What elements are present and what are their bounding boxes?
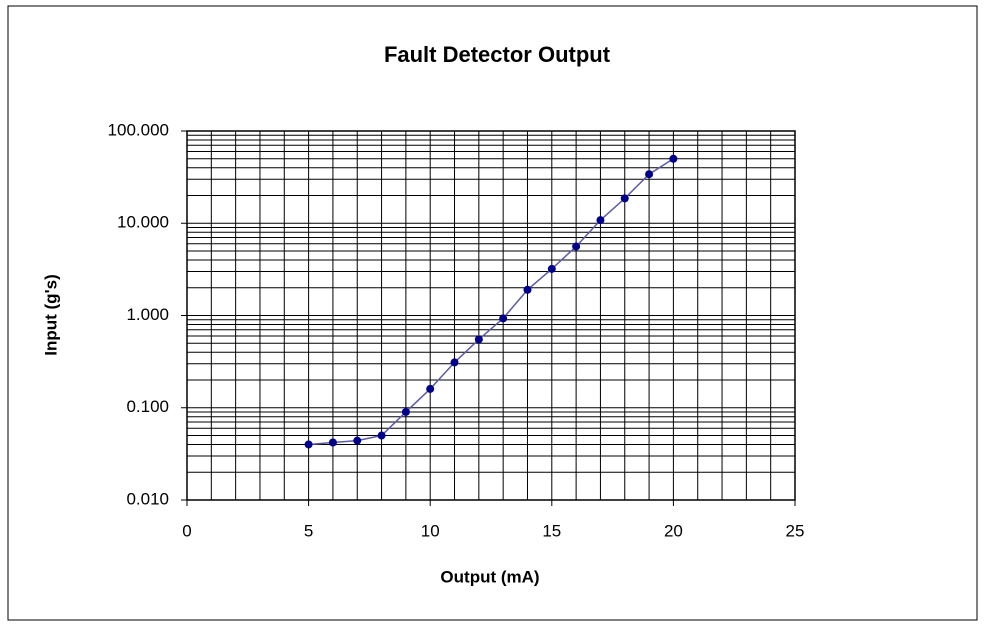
data-point bbox=[523, 285, 532, 294]
chart-border bbox=[7, 5, 978, 621]
data-point bbox=[401, 407, 410, 416]
x-tick-label: 25 bbox=[786, 521, 805, 540]
data-point bbox=[450, 358, 459, 367]
y-axis-label: Input (g's) bbox=[41, 274, 60, 355]
data-point bbox=[620, 194, 629, 203]
data-point bbox=[547, 264, 556, 273]
x-tick-label: 5 bbox=[304, 521, 313, 540]
plot-frame bbox=[186, 130, 796, 501]
x-axis-label: Output (mA) bbox=[440, 567, 539, 586]
y-tick-label: 10.000 bbox=[117, 213, 169, 232]
y-tick-label: 0.010 bbox=[126, 489, 169, 508]
data-point bbox=[669, 154, 678, 163]
x-tick-label: 20 bbox=[664, 521, 683, 540]
data-point bbox=[304, 440, 313, 449]
data-point bbox=[353, 436, 362, 445]
y-tick-label: 100.000 bbox=[108, 120, 169, 139]
data-point bbox=[377, 431, 386, 440]
data-point bbox=[596, 216, 605, 225]
y-tick-label: 0.100 bbox=[126, 397, 169, 416]
data-point bbox=[426, 384, 435, 393]
x-tick-label: 10 bbox=[421, 521, 440, 540]
data-point bbox=[645, 170, 654, 179]
x-tick-label: 15 bbox=[542, 521, 561, 540]
data-line bbox=[308, 158, 674, 446]
data-point bbox=[328, 438, 337, 447]
x-tick-label: 0 bbox=[182, 521, 191, 540]
data-point bbox=[499, 314, 508, 323]
y-tick-label: 1.000 bbox=[126, 305, 169, 324]
data-point bbox=[572, 242, 581, 251]
chart-title: Fault Detector Output bbox=[384, 42, 611, 67]
data-point bbox=[474, 335, 483, 344]
